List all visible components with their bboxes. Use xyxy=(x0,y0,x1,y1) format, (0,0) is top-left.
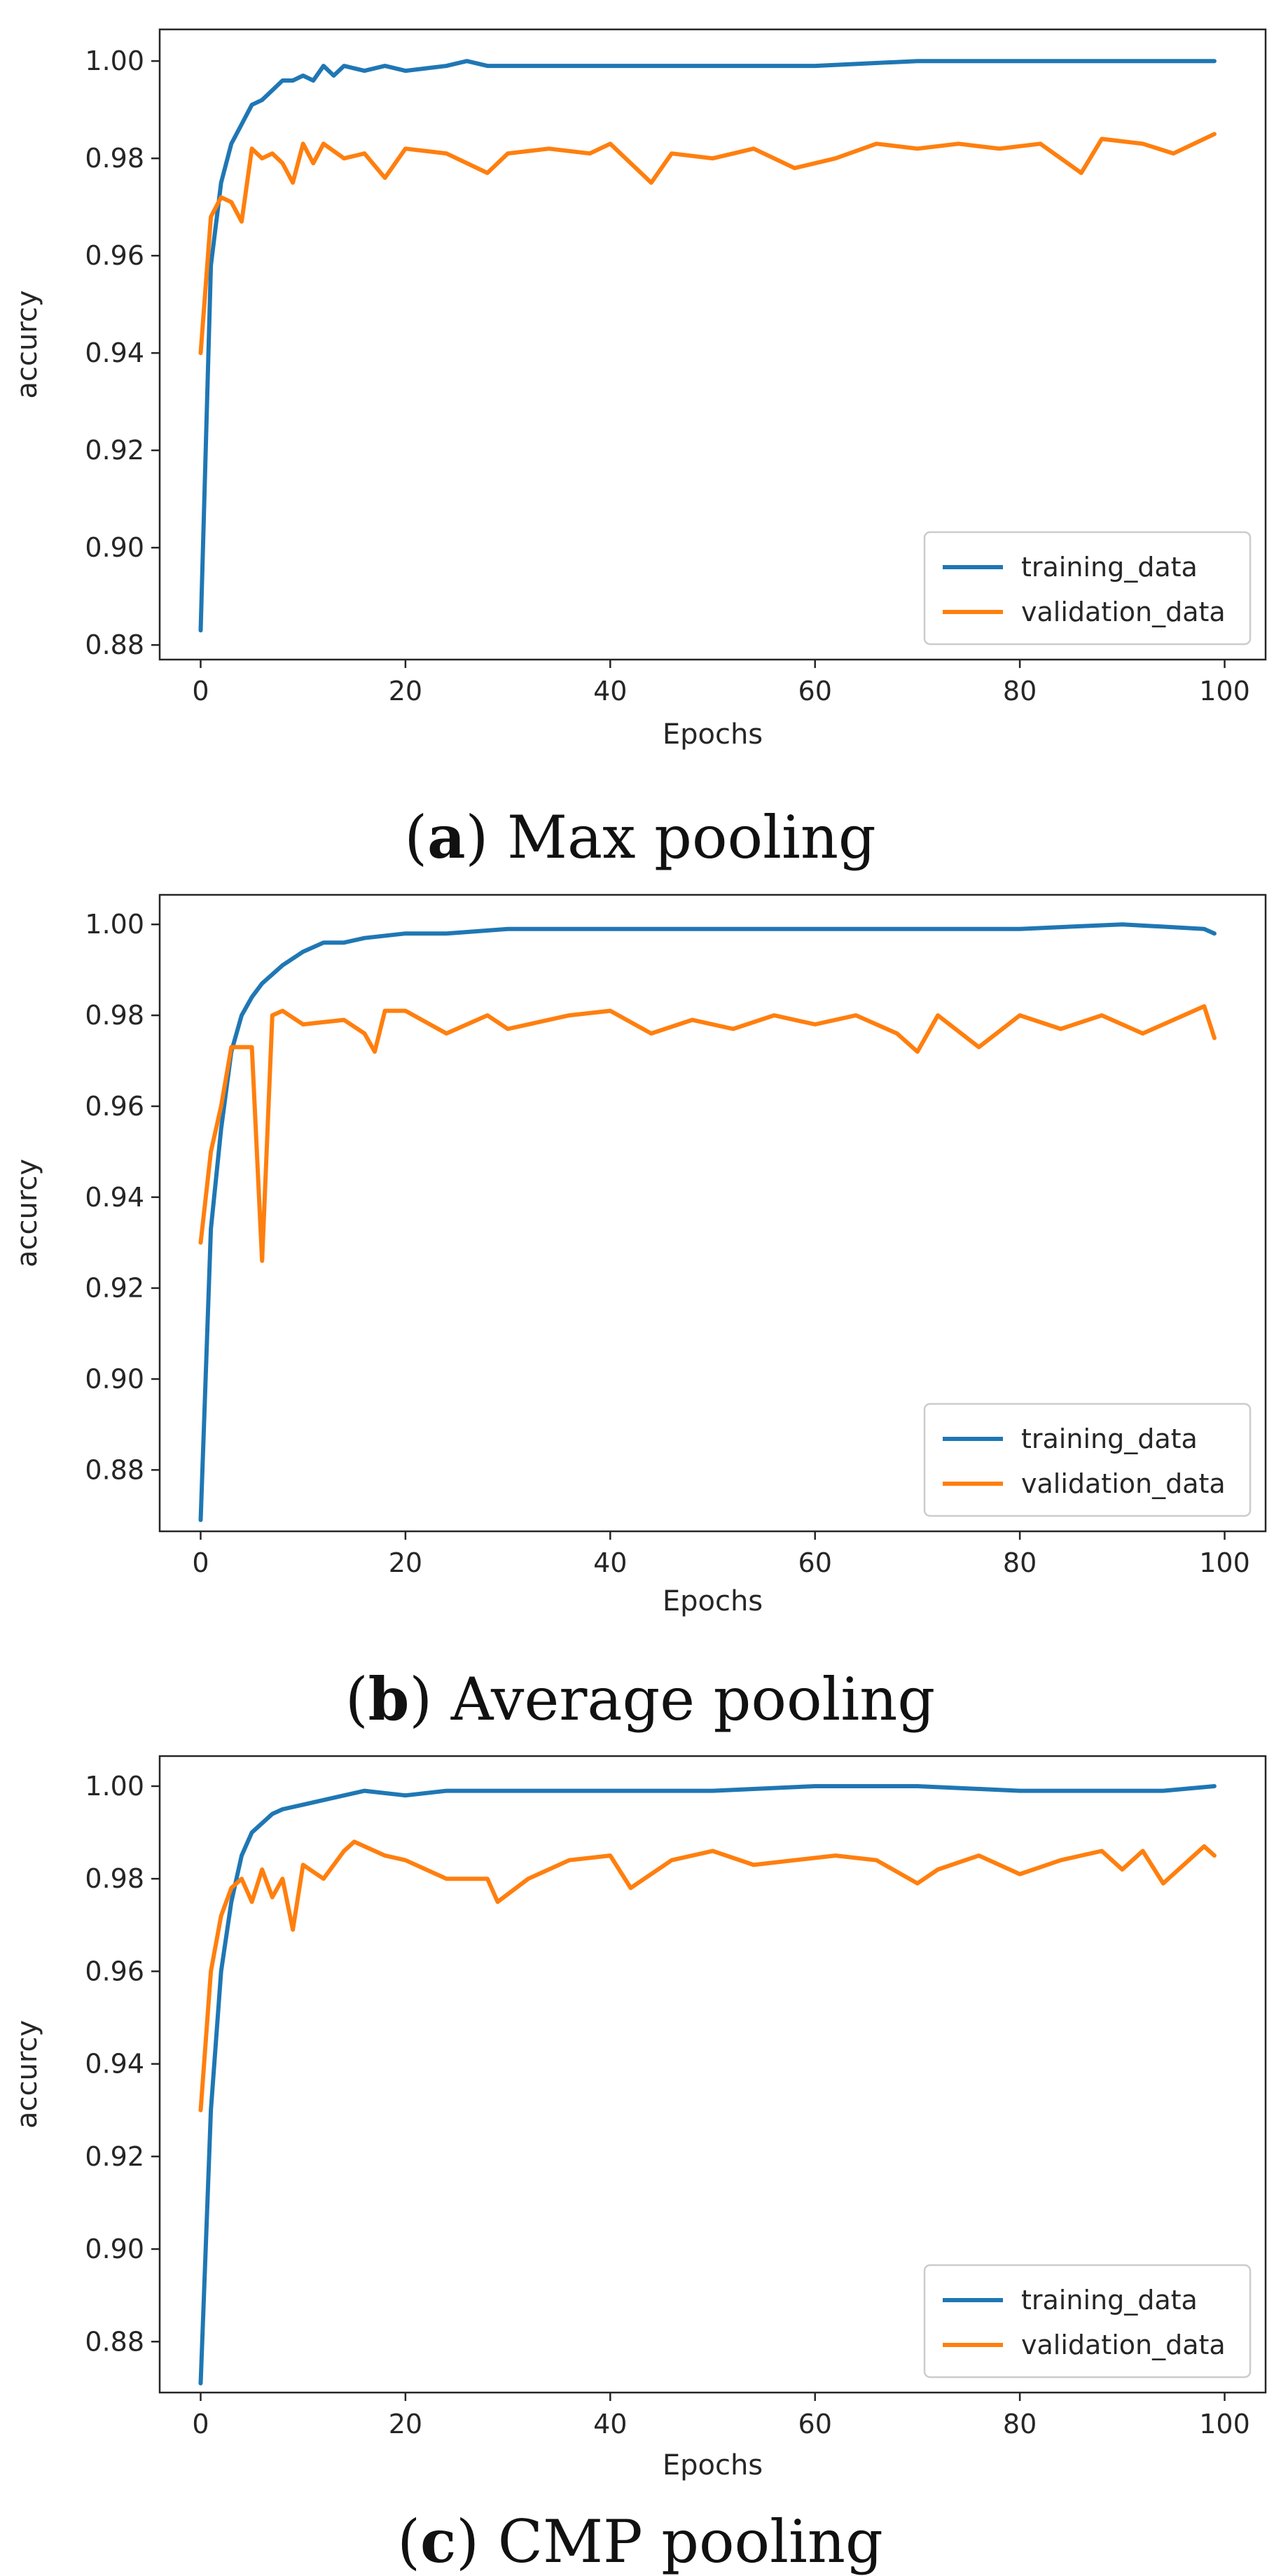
series-line-validation_data xyxy=(198,132,1217,356)
y-tick-label: 1.00 xyxy=(85,1771,144,1802)
x-tick-label: 100 xyxy=(1199,2409,1250,2439)
figure-caption: (a) Max pooling xyxy=(404,802,875,872)
series-line-validation_data xyxy=(198,1004,1217,1263)
chart-panel-c: 0 20 40 60 80 100 0.88 0.90 0.92 0.94 0.96 0.98 1.00… xyxy=(11,1755,1267,2576)
caption-open: ( xyxy=(397,2507,420,2576)
x-tick-label: 0 xyxy=(192,2409,209,2439)
x-tick-label: 80 xyxy=(1003,676,1037,706)
x-tick-label: 20 xyxy=(389,1547,422,1578)
legend-label-validation_data: validation_data xyxy=(1021,2330,1226,2360)
y-tick-label: 0.96 xyxy=(85,1956,144,1986)
y-tick-label: 0.92 xyxy=(85,435,144,466)
y-axis-label: accurcy xyxy=(11,290,43,398)
x-tick-label: 80 xyxy=(1003,2409,1037,2439)
legend-label-training_data: training_data xyxy=(1021,1423,1198,1454)
y-tick-label: 0.98 xyxy=(85,1863,144,1894)
y-tick-label: 0.98 xyxy=(85,1000,144,1031)
legend-box xyxy=(923,1402,1252,1517)
y-tick-label: 0.90 xyxy=(85,532,144,563)
series-line-training_data xyxy=(198,59,1217,633)
y-tick-label: 0.94 xyxy=(85,1182,144,1213)
y-tick-label: 0.98 xyxy=(85,143,144,174)
caption-letter: a xyxy=(427,802,465,872)
y-tick-label: 0.90 xyxy=(85,1363,144,1394)
legend: training_data validation_data xyxy=(923,531,1252,646)
x-tick-label: 40 xyxy=(593,1547,627,1578)
series-line-training_data xyxy=(198,1784,1217,2386)
y-tick-label: 0.92 xyxy=(85,1273,144,1304)
y-tick-label: 0.96 xyxy=(85,240,144,271)
legend-label-training_data: training_data xyxy=(1021,2285,1198,2316)
x-tick-label: 80 xyxy=(1003,1547,1037,1578)
caption-text: ) Average pooling xyxy=(409,1665,935,1734)
plot-frame xyxy=(158,893,1267,1533)
y-tick-label: 0.94 xyxy=(85,337,144,368)
legend: training_data validation_data xyxy=(923,2264,1252,2379)
y-tick-label: 1.00 xyxy=(85,909,144,940)
y-tick-label: 0.88 xyxy=(85,1454,144,1485)
y-tick-label: 0.96 xyxy=(85,1091,144,1122)
caption-letter: b xyxy=(368,1664,410,1734)
x-tick-label: 40 xyxy=(593,2409,627,2439)
legend-label-validation_data: validation_data xyxy=(1021,1468,1226,1499)
x-axis-label: Epochs xyxy=(663,1585,763,1617)
x-tick-label: 0 xyxy=(192,676,209,706)
y-tick-label: 0.92 xyxy=(85,2141,144,2172)
caption-text: ) Max pooling xyxy=(466,803,876,872)
series-line-validation_data xyxy=(198,1839,1217,2112)
legend-label-validation_data: validation_data xyxy=(1021,597,1226,627)
x-tick-label: 20 xyxy=(389,2409,422,2439)
chart-panel-a: 0 20 40 60 80 100 0.88 0.90 0.92 0.94 0.96 0.98 1.00… xyxy=(11,28,1267,872)
x-axis-label: Epochs xyxy=(663,718,763,751)
caption-letter: c xyxy=(420,2507,456,2576)
caption-text: ) CMP pooling xyxy=(456,2507,883,2576)
caption-open: ( xyxy=(404,803,427,872)
x-tick-label: 40 xyxy=(593,676,627,706)
chart-panel-b: 0 20 40 60 80 100 0.88 0.90 0.92 0.94 0.96 0.98 1.00… xyxy=(11,893,1267,1734)
x-tick-label: 60 xyxy=(798,1547,832,1578)
x-tick-label: 60 xyxy=(798,2409,832,2439)
plot-frame xyxy=(158,28,1267,661)
caption-open: ( xyxy=(345,1665,368,1734)
figure-caption: (c) CMP pooling xyxy=(397,2507,882,2576)
y-tick-label: 0.88 xyxy=(85,2326,144,2357)
plot-frame xyxy=(158,1755,1267,2394)
series-line-training_data xyxy=(198,922,1217,1522)
legend: training_data validation_data xyxy=(923,1402,1252,1517)
y-axis-label: accurcy xyxy=(11,1159,43,1267)
legend-box xyxy=(923,2264,1252,2379)
x-tick-label: 100 xyxy=(1199,1547,1250,1578)
y-axis-label: accurcy xyxy=(11,2020,43,2129)
legend-label-training_data: training_data xyxy=(1021,552,1198,583)
x-tick-label: 60 xyxy=(798,676,832,706)
y-tick-label: 0.88 xyxy=(85,629,144,660)
x-tick-label: 20 xyxy=(389,676,422,706)
x-tick-label: 0 xyxy=(192,1547,209,1578)
x-tick-label: 100 xyxy=(1199,676,1250,706)
x-axis-label: Epochs xyxy=(663,2449,763,2481)
y-tick-label: 0.90 xyxy=(85,2234,144,2264)
y-tick-label: 0.94 xyxy=(85,2049,144,2080)
y-tick-label: 1.00 xyxy=(85,46,144,76)
figure-caption: (b) Average pooling xyxy=(345,1664,935,1734)
legend-box xyxy=(923,531,1252,646)
